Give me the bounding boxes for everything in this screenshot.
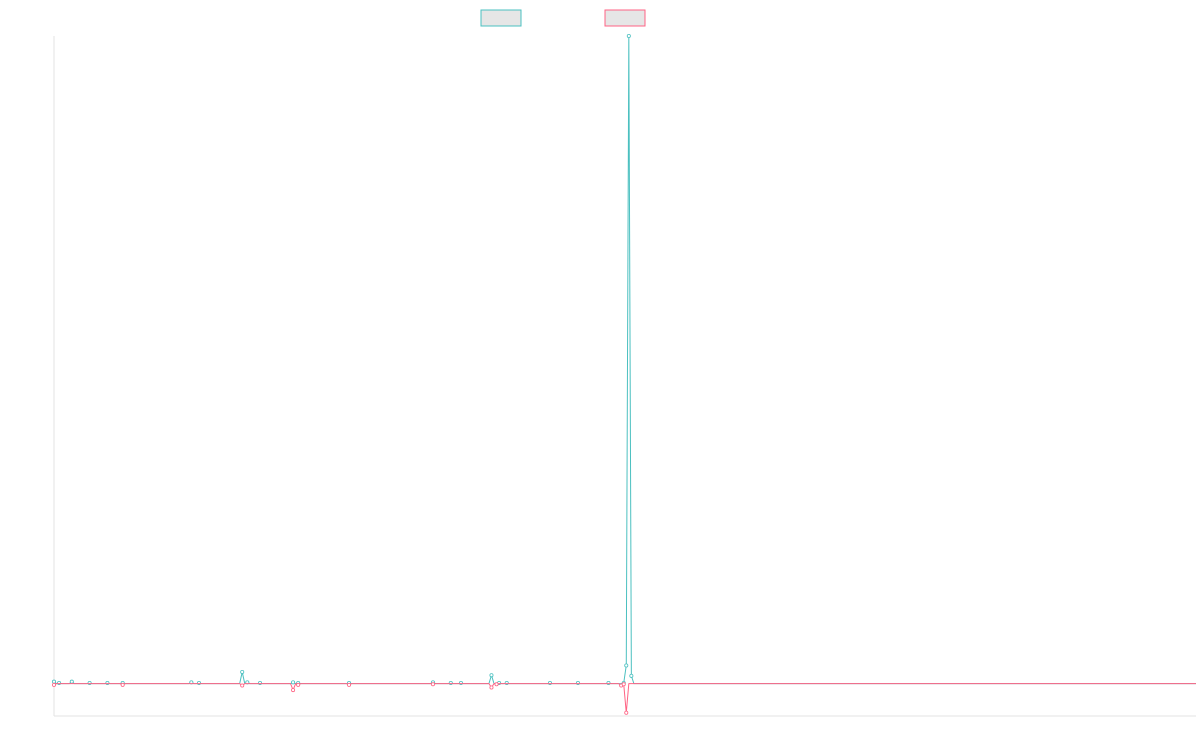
series-2-point[interactable] (494, 682, 499, 687)
series-2-point[interactable] (291, 688, 296, 693)
series-1-point[interactable] (240, 669, 245, 674)
legend-swatch-series-1[interactable] (480, 9, 522, 27)
series-1-point[interactable] (629, 673, 634, 678)
series-1-point[interactable] (69, 679, 74, 684)
series-layer (52, 34, 1196, 715)
series-1-point[interactable] (489, 673, 494, 678)
series-2-point[interactable] (52, 682, 57, 687)
axes (53, 36, 1196, 717)
series-1-point[interactable] (52, 679, 57, 684)
series-1-point[interactable] (624, 663, 629, 668)
series-line-2 (53, 683, 1196, 714)
series-line-1 (53, 35, 1196, 685)
series-2-point[interactable] (430, 682, 435, 687)
series-2-point[interactable] (347, 682, 352, 687)
series-2-point[interactable] (624, 710, 629, 715)
series-2-point[interactable] (296, 682, 301, 687)
legend-swatch-series-2[interactable] (604, 9, 646, 27)
series-1-point[interactable] (291, 680, 296, 685)
series-2-point[interactable] (120, 682, 125, 687)
series-2-point[interactable] (240, 683, 245, 688)
legend (480, 9, 646, 27)
series-1-point[interactable] (626, 34, 631, 39)
series-2-point[interactable] (621, 682, 626, 687)
series-2-point[interactable] (489, 685, 494, 690)
